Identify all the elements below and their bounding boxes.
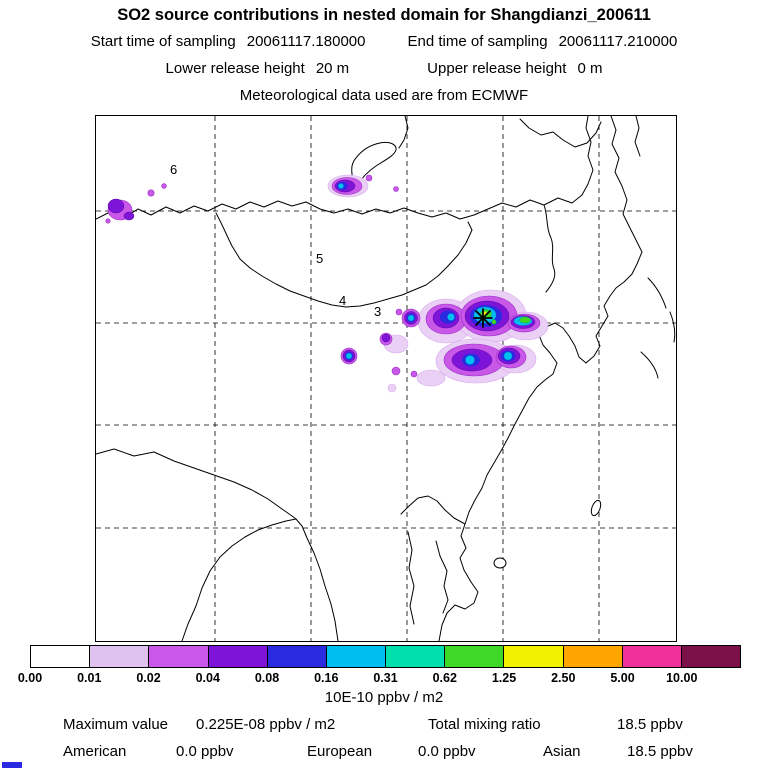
hainan-island	[493, 557, 507, 569]
bay-of-bengal-coast	[181, 518, 339, 642]
region-asian-value: 18.5 ppbv	[627, 743, 693, 760]
colorbar-tick: 0.00	[17, 671, 43, 685]
start-time-label: Start time of sampling	[90, 33, 236, 50]
region-european-label: European	[307, 743, 373, 760]
meteo-source-line: Meteorological data used are from ECMWF	[239, 87, 529, 104]
amur-upper-border	[519, 118, 602, 148]
start-time-value: 20061117.180000	[246, 33, 366, 50]
colorbar-tick: 0.02	[136, 671, 161, 685]
mongolia-south-border	[215, 212, 473, 308]
total-mixing-ratio-label: Total mixing ratio	[428, 716, 541, 733]
himalaya-border	[95, 448, 297, 520]
colorbar-segment	[386, 646, 446, 667]
colorbar-segment	[149, 646, 209, 667]
total-mixing-ratio-value: 18.5 ppbv	[617, 716, 683, 733]
lower-release-value: 20 m	[315, 60, 350, 77]
page-title: SO2 source contributions in nested domai…	[117, 6, 651, 24]
lower-release-label: Lower release height	[165, 60, 305, 77]
colorbar-segment	[563, 646, 623, 667]
russia-mongolia-border	[95, 115, 594, 220]
maximum-value-label: Maximum value	[63, 716, 169, 733]
colorbar-tick: 10.00	[666, 671, 698, 685]
region-american-label: American	[63, 743, 127, 760]
colorbar-segment	[31, 646, 91, 667]
manchuria-border	[543, 204, 556, 293]
end-time-label: End time of sampling	[407, 33, 548, 50]
grid-labels: 6 5 4 3	[170, 162, 381, 319]
border-to-baikal	[398, 115, 409, 149]
colorbar-tick: 0.04	[195, 671, 220, 685]
colorbar	[30, 645, 741, 668]
colorbar-tick: 0.62	[432, 671, 457, 685]
region-american-value: 0.0 ppbv	[176, 743, 234, 760]
japan-arc-3	[640, 351, 659, 379]
region-asian-label: Asian	[543, 743, 581, 760]
colorbar-tick-labels: 0.00 0.01 0.02 0.04 0.08 0.16 0.31 0.62 …	[18, 671, 741, 687]
upper-release-value: 0 m	[577, 60, 603, 77]
colorbar-segment	[504, 646, 564, 667]
colorbar-tick: 0.01	[77, 671, 102, 685]
lake-baikal	[351, 141, 397, 187]
end-time-value: 20061117.210000	[558, 33, 678, 50]
japan-arc-2	[669, 311, 676, 343]
coastline-borders	[95, 115, 676, 642]
plume-orchid-layer	[105, 174, 541, 378]
colorbar-tick: 0.31	[373, 671, 398, 685]
colorbar-segment	[326, 646, 387, 667]
grid-label-6: 6	[170, 162, 177, 177]
sakhalin-line	[634, 115, 641, 157]
china-seasia-border	[400, 495, 466, 525]
maximum-value: 0.225E-08 ppbv / m2	[196, 716, 336, 733]
colorbar-segment	[622, 646, 682, 667]
grid-lines	[96, 116, 676, 641]
colorbar-tick: 0.08	[254, 671, 280, 685]
map-panel: 6 5 4 3	[95, 115, 677, 642]
grid-label-4: 4	[339, 293, 346, 308]
colorbar-units-label: 10E-10 ppbv / m2	[324, 689, 444, 706]
grid-label-5: 5	[316, 251, 323, 266]
colorbar-tick: 2.50	[551, 671, 576, 685]
colorbar-segment	[90, 646, 150, 667]
region-european-value: 0.0 ppbv	[418, 743, 476, 760]
colorbar-tick: 1.25	[491, 671, 517, 685]
colorbar-segment	[267, 646, 327, 667]
colorbar-segment	[208, 646, 268, 667]
colorbar-tick: 5.00	[610, 671, 635, 685]
upper-release-label: Upper release height	[427, 60, 567, 77]
indochina-border-1	[435, 540, 449, 614]
release-heights-line: Lower release height 20 m Upper release …	[0, 60, 768, 77]
colorbar-segment	[681, 646, 741, 667]
cutoff-colorbar-fragment	[2, 762, 22, 768]
map-svg: 6 5 4 3	[95, 115, 676, 642]
colorbar-segment	[445, 646, 505, 667]
taiwan-island	[590, 499, 602, 517]
indochina-border-2	[407, 531, 415, 625]
sampling-times-line: Start time of sampling 20061117.180000 E…	[0, 33, 768, 50]
colorbar-tick: 0.16	[314, 671, 339, 685]
receptor-marker	[473, 308, 493, 328]
japan-arc-1	[647, 277, 667, 309]
grid-label-3: 3	[374, 304, 381, 319]
